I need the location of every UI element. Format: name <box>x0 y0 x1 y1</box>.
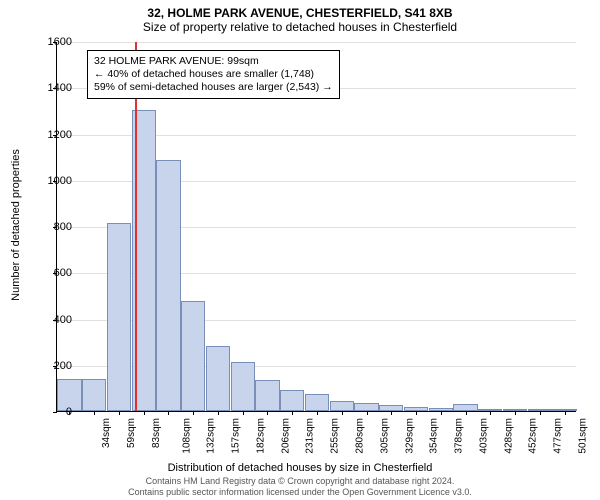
y-tick-label: 200 <box>32 360 72 372</box>
x-tick <box>168 411 169 415</box>
x-tick-label: 354sqm <box>429 418 440 454</box>
x-tick <box>292 411 293 415</box>
histogram-bar <box>453 404 477 411</box>
footnote-line: Contains HM Land Registry data © Crown c… <box>0 476 600 487</box>
x-axis-label: Distribution of detached houses by size … <box>0 462 600 474</box>
x-tick-label: 305sqm <box>379 418 390 454</box>
histogram-bar <box>231 362 255 411</box>
x-tick <box>193 411 194 415</box>
x-tick <box>218 411 219 415</box>
info-box-line: ← 40% of detached houses are smaller (1,… <box>94 68 333 81</box>
x-tick <box>391 411 392 415</box>
x-tick <box>144 411 145 415</box>
histogram-bar <box>255 380 279 411</box>
y-tick-label: 1000 <box>32 175 72 187</box>
chart-suptitle: 32, HOLME PARK AVENUE, CHESTERFIELD, S41… <box>0 6 600 20</box>
histogram-bar <box>156 160 180 411</box>
x-tick <box>342 411 343 415</box>
x-tick-label: 59sqm <box>126 418 137 448</box>
x-tick-label: 132sqm <box>206 418 217 454</box>
plot-area: 32 HOLME PARK AVENUE: 99sqm← 40% of deta… <box>56 42 576 412</box>
info-box: 32 HOLME PARK AVENUE: 99sqm← 40% of deta… <box>87 50 340 99</box>
x-tick-label: 452sqm <box>528 418 539 454</box>
x-tick <box>490 411 491 415</box>
y-tick-label: 400 <box>32 314 72 326</box>
info-box-line: 59% of semi-detached houses are larger (… <box>94 81 333 94</box>
x-tick-label: 329sqm <box>404 418 415 454</box>
x-tick-label: 182sqm <box>256 418 267 454</box>
x-tick-label: 428sqm <box>503 418 514 454</box>
chart-area: 32 HOLME PARK AVENUE: 99sqm← 40% of deta… <box>56 42 576 412</box>
x-tick-label: 231sqm <box>305 418 316 454</box>
y-tick-label: 600 <box>32 267 72 279</box>
x-tick <box>317 411 318 415</box>
x-tick-label: 501sqm <box>577 418 588 454</box>
x-tick <box>94 411 95 415</box>
y-tick-label: 1400 <box>32 82 72 94</box>
y-tick-label: 800 <box>32 221 72 233</box>
x-tick <box>540 411 541 415</box>
x-tick-label: 108sqm <box>181 418 192 454</box>
histogram-bar <box>280 390 304 411</box>
histogram-bar <box>206 346 230 411</box>
x-tick-label: 477sqm <box>553 418 564 454</box>
histogram-bar <box>330 401 354 411</box>
x-tick <box>441 411 442 415</box>
footnote: Contains HM Land Registry data © Crown c… <box>0 476 600 498</box>
x-tick <box>466 411 467 415</box>
x-tick-label: 157sqm <box>231 418 242 454</box>
x-tick-label: 403sqm <box>478 418 489 454</box>
y-tick-label: 1600 <box>32 36 72 48</box>
x-tick-label: 255sqm <box>330 418 341 454</box>
y-tick-label: 1200 <box>32 129 72 141</box>
x-tick <box>119 411 120 415</box>
x-tick <box>515 411 516 415</box>
footnote-line: Contains public sector information licen… <box>0 487 600 498</box>
histogram-bar <box>107 223 131 411</box>
x-tick <box>416 411 417 415</box>
x-tick-label: 280sqm <box>355 418 366 454</box>
x-tick-label: 378sqm <box>454 418 465 454</box>
x-tick <box>243 411 244 415</box>
x-tick <box>267 411 268 415</box>
x-tick-label: 206sqm <box>280 418 291 454</box>
x-tick <box>565 411 566 415</box>
info-box-line: 32 HOLME PARK AVENUE: 99sqm <box>94 55 333 68</box>
x-tick <box>367 411 368 415</box>
histogram-bar <box>305 394 329 411</box>
x-tick-label: 34sqm <box>101 418 112 448</box>
y-tick-label: 0 <box>32 406 72 418</box>
histogram-bar <box>82 379 106 411</box>
histogram-bar <box>354 403 378 411</box>
chart-title: Size of property relative to detached ho… <box>0 20 600 34</box>
histogram-bar <box>181 301 205 411</box>
x-tick-label: 83sqm <box>151 418 162 448</box>
